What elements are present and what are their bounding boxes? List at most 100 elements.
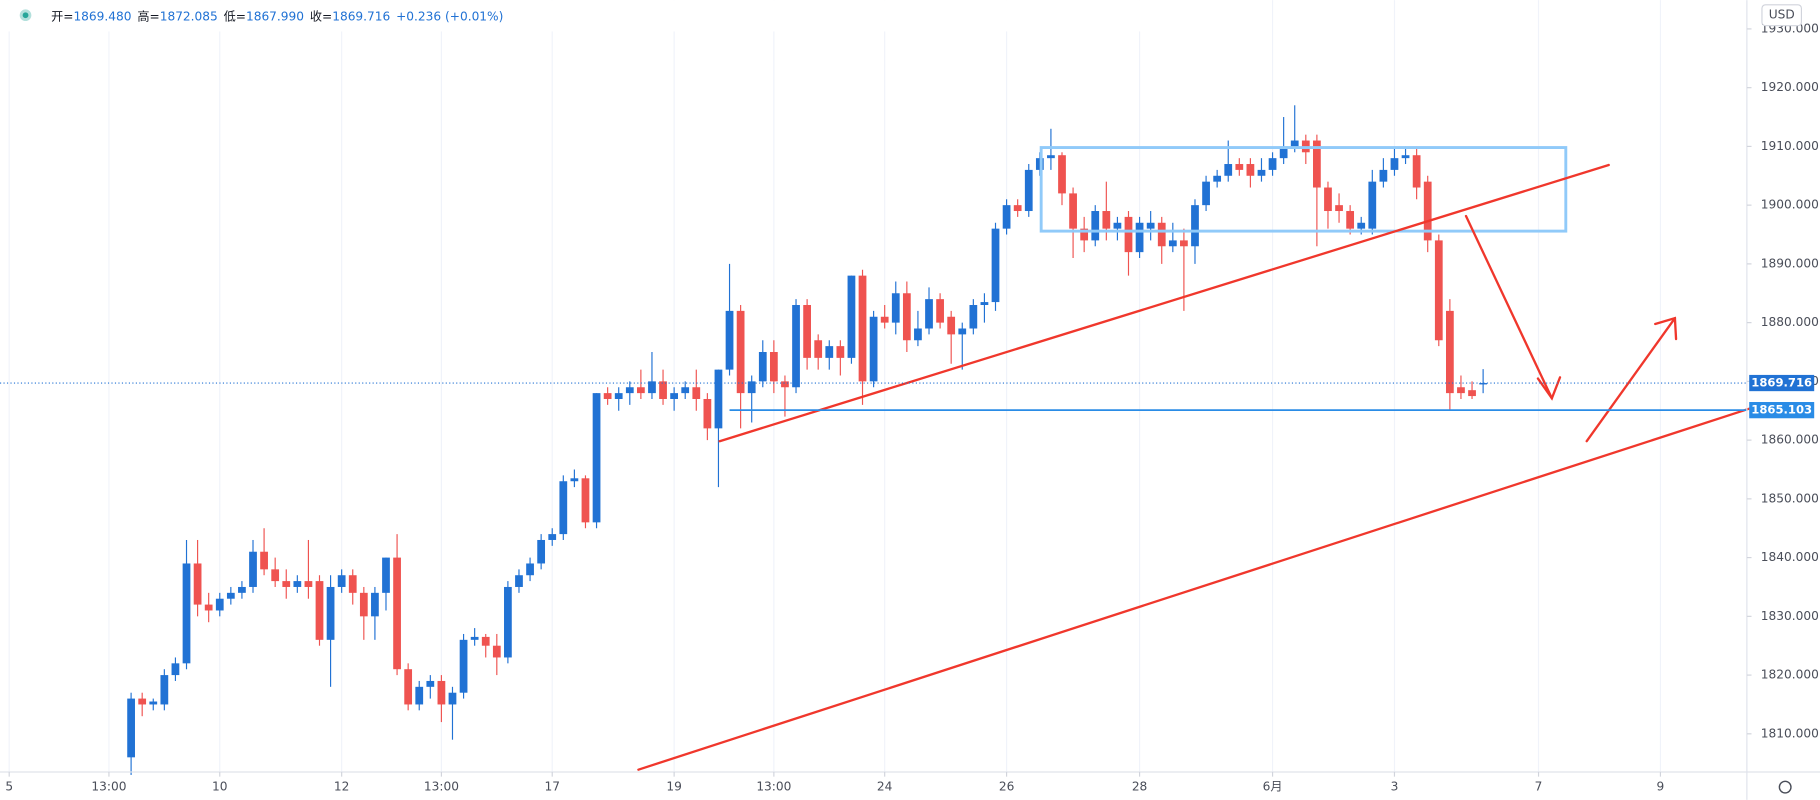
header-panel bbox=[0, 0, 1231, 32]
y-tick-label: 1820.000 bbox=[1761, 668, 1819, 682]
y-tick-label: 1850.000 bbox=[1761, 491, 1819, 505]
candle-body bbox=[925, 299, 933, 329]
ohlc-header: 开=1869.480 高=1872.085 低=1867.990 收=1869.716… bbox=[51, 8, 503, 23]
candle-body bbox=[260, 551, 268, 570]
candle-body bbox=[226, 592, 235, 599]
candle-body bbox=[625, 387, 634, 394]
candle-body bbox=[448, 692, 457, 705]
candle-body bbox=[182, 563, 191, 664]
candle-body bbox=[1080, 228, 1089, 241]
candle-body bbox=[138, 698, 147, 705]
candle-body bbox=[614, 393, 623, 399]
candle-body bbox=[537, 539, 546, 564]
currency-badge[interactable] bbox=[1761, 4, 1803, 27]
candle-body bbox=[359, 592, 368, 617]
candle-body bbox=[1457, 387, 1465, 394]
x-tick-label: 13:00 bbox=[91, 780, 126, 794]
candle-body bbox=[869, 316, 878, 382]
status-dot bbox=[22, 12, 29, 19]
ohlc-value: 1867.990 bbox=[246, 9, 304, 23]
y-tick-label: 1810.000 bbox=[1761, 726, 1819, 740]
candle-body bbox=[548, 534, 557, 540]
y-tick-label: 1890.000 bbox=[1761, 256, 1819, 270]
candle-body bbox=[1445, 310, 1454, 394]
candle-body bbox=[371, 592, 379, 617]
candle-body bbox=[1335, 205, 1343, 212]
candle-body bbox=[481, 636, 490, 646]
candle-body bbox=[271, 569, 280, 582]
price-tag-label: 1865.103 bbox=[1751, 403, 1812, 417]
price-tag-label: 1869.716 bbox=[1751, 376, 1812, 390]
candle-body bbox=[592, 393, 601, 523]
x-tick-label: 13:00 bbox=[424, 780, 459, 794]
candle-body bbox=[980, 302, 989, 306]
ohlc-value: 1872.085 bbox=[160, 9, 218, 23]
arrow-head bbox=[1536, 376, 1562, 401]
candle-body bbox=[792, 305, 800, 388]
candle-body bbox=[1346, 211, 1355, 229]
candle-body bbox=[470, 636, 479, 640]
candle-body bbox=[902, 293, 911, 341]
ohlc-value: 1869.480 bbox=[73, 9, 131, 23]
candle-body bbox=[947, 316, 956, 335]
x-tick-label: 13:00 bbox=[756, 780, 791, 794]
candle-body bbox=[1412, 155, 1421, 188]
candle-body bbox=[936, 299, 944, 323]
candle-body bbox=[326, 586, 335, 640]
candle-body bbox=[880, 316, 889, 323]
candle-body bbox=[659, 381, 667, 399]
x-tick-label: 5 bbox=[5, 780, 13, 794]
candle-body bbox=[1157, 222, 1166, 247]
settings-icon[interactable] bbox=[1778, 780, 1792, 794]
candle-body bbox=[1135, 222, 1144, 253]
x-tick-label: 12 bbox=[334, 780, 350, 794]
candle-body bbox=[1024, 169, 1033, 212]
candle-body bbox=[238, 586, 246, 593]
candle-body bbox=[171, 663, 180, 676]
candle-body bbox=[1124, 216, 1133, 253]
candle-body bbox=[670, 393, 679, 399]
drawings bbox=[637, 146, 1751, 771]
range-box bbox=[1039, 146, 1568, 233]
candle-body bbox=[714, 369, 723, 429]
candle-body bbox=[1202, 181, 1210, 206]
candle-body bbox=[1423, 181, 1432, 241]
y-tick-label: 1900.000 bbox=[1761, 198, 1819, 212]
candle-body bbox=[282, 581, 291, 587]
candle-body bbox=[1279, 146, 1288, 159]
candle-body bbox=[215, 598, 224, 611]
candle-body bbox=[382, 557, 390, 593]
y-tick-label: 1910.000 bbox=[1761, 139, 1819, 153]
ohlc-text: 开=1869.480 高=1872.085 低=1867.990 收=1869.716… bbox=[51, 8, 503, 23]
ohlc-label: 开= bbox=[51, 9, 73, 23]
candle-body bbox=[781, 381, 789, 388]
price-lines bbox=[0, 382, 1747, 412]
candle-body bbox=[1246, 164, 1255, 176]
candle-body bbox=[914, 328, 922, 341]
candle-body bbox=[991, 228, 1000, 303]
ohlc-label: 收= bbox=[310, 9, 332, 23]
candle-body bbox=[1013, 205, 1022, 212]
candle-body bbox=[149, 701, 158, 705]
candle-body bbox=[1468, 390, 1476, 397]
candle-body bbox=[1379, 169, 1388, 182]
candle-body bbox=[1113, 222, 1122, 229]
ohlc-label: 低= bbox=[224, 9, 246, 23]
candle-body bbox=[127, 698, 135, 758]
y-tick-label: 1830.000 bbox=[1761, 609, 1819, 623]
candle-body bbox=[204, 604, 213, 611]
candle-body bbox=[1401, 155, 1410, 159]
candle-body bbox=[304, 581, 313, 587]
x-tick-label: 19 bbox=[666, 780, 681, 794]
candle-body bbox=[415, 686, 424, 705]
trend-line bbox=[637, 407, 1751, 771]
candle-body bbox=[803, 305, 811, 358]
candle-body bbox=[747, 381, 756, 394]
candle-body bbox=[426, 680, 435, 687]
candle-body bbox=[160, 675, 169, 705]
candle-body bbox=[315, 581, 324, 640]
candle-body bbox=[1091, 211, 1100, 241]
x-tick-label: 28 bbox=[1132, 780, 1148, 794]
trend-line bbox=[718, 163, 1610, 443]
